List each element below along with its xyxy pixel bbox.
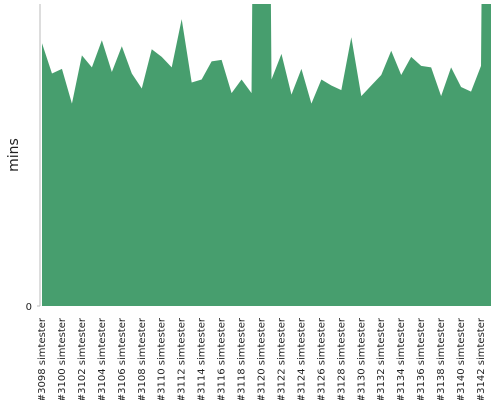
area <box>42 4 491 306</box>
x-tick-label: #3120 simtester <box>257 317 268 400</box>
x-tick-label: #3116 simtester <box>217 317 228 400</box>
x-tick-label: #3118 simtester <box>237 317 248 400</box>
y-axis-label: mins <box>6 138 22 172</box>
x-tick-label: #3108 simtester <box>137 317 148 400</box>
x-tick-label: #3112 simtester <box>177 317 188 400</box>
x-tick-label: #3110 simtester <box>157 317 168 400</box>
y-tick-label: 0 <box>26 302 32 313</box>
x-tick-label: #3130 simtester <box>356 317 367 400</box>
x-tick-label: #3098 simtester <box>37 317 48 400</box>
x-tick-label: #3126 simtester <box>316 317 327 400</box>
x-tick-label: #3124 simtester <box>296 317 307 400</box>
x-tick-label: #3114 simtester <box>197 317 208 400</box>
x-tick-label: #3138 simtester <box>436 317 447 400</box>
x-tick-label: #3104 simtester <box>97 317 108 400</box>
x-tick-label: #3128 simtester <box>336 317 347 400</box>
x-tick-label: #3132 simtester <box>376 317 387 400</box>
x-tick-label: #3100 simtester <box>57 317 68 400</box>
x-tick-label: #3122 simtester <box>276 317 287 400</box>
x-tick-label: #3140 simtester <box>456 317 467 400</box>
x-tick-label: #3102 simtester <box>77 317 88 400</box>
x-tick-label: #3106 simtester <box>117 317 128 400</box>
x-tick-label: #3136 simtester <box>416 317 427 400</box>
x-tick-label: #3134 simtester <box>396 317 407 400</box>
x-tick-label: #3142 simtester <box>476 317 487 400</box>
